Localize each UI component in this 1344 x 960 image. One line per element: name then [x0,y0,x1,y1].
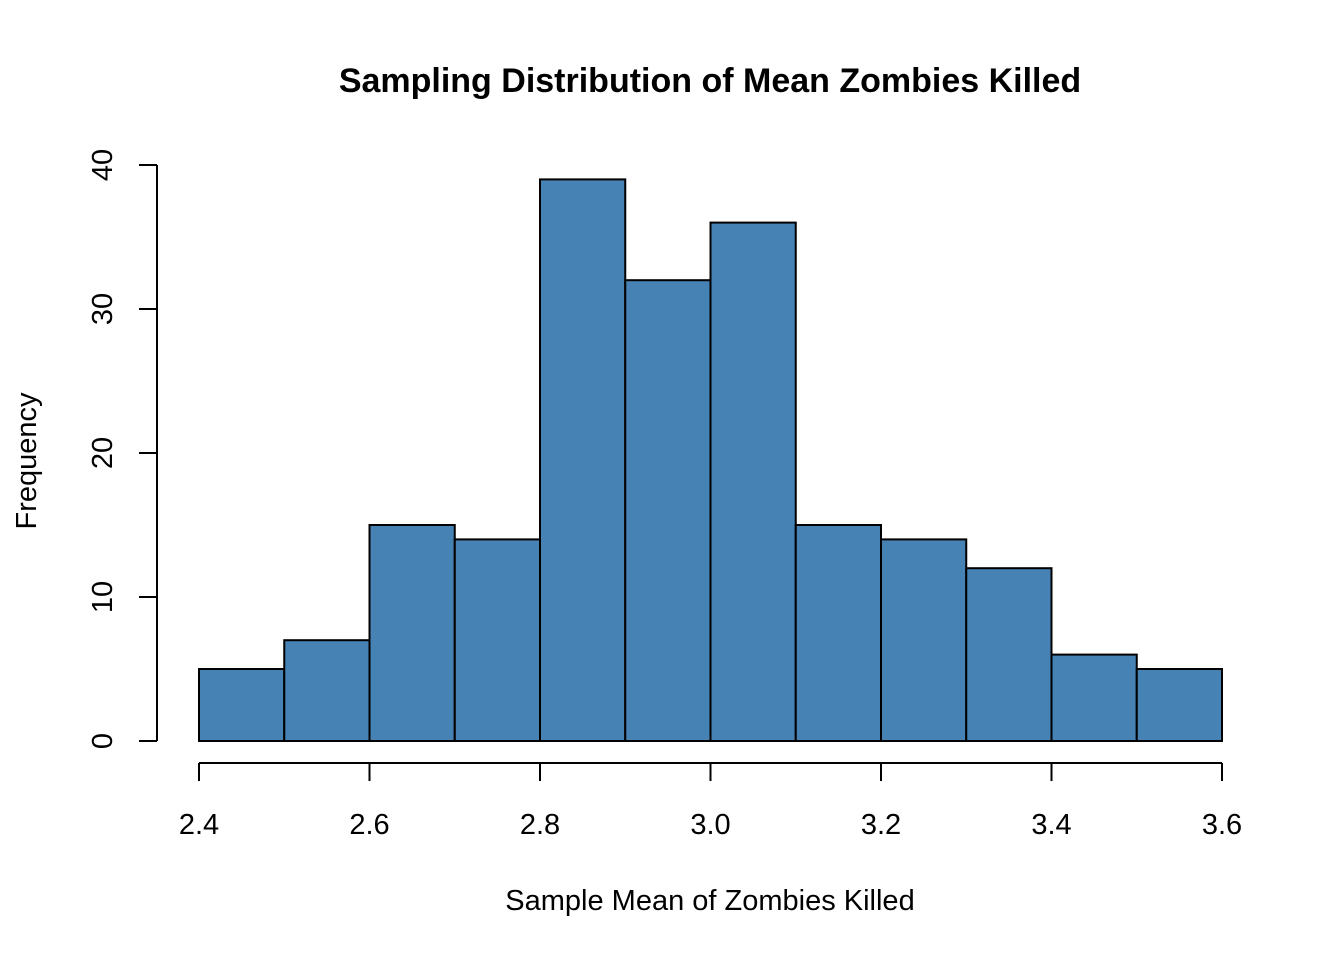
x-axis: 2.4 2.6 2.8 3.0 3.2 3.4 3.6 [179,762,1242,841]
histogram-bar-3 [453,538,541,743]
histogram-bar-6 [709,221,797,743]
histogram-bar-8 [880,538,968,743]
histogram-bar-0 [198,668,286,742]
x-tick-label-5: 3.4 [1031,809,1071,841]
histogram-bar-7 [794,524,882,742]
y-tick-label-2: 20 [87,437,119,469]
y-tick-label-1: 10 [87,581,119,613]
chart-title: Sampling Distribution of Mean Zombies Ki… [339,62,1081,100]
histogram-bar-11 [1135,668,1223,742]
x-tick-label-2: 2.8 [520,809,560,841]
histogram-bar-2 [368,524,456,742]
y-axis: 0 10 20 30 40 [87,149,158,749]
y-tick-label-3: 30 [87,293,119,325]
histogram-bar-10 [1050,653,1138,742]
bars-group [198,178,1223,743]
x-tick-label-6: 3.6 [1202,809,1242,841]
histogram-bar-4 [539,178,627,742]
x-tick-label-3: 3.0 [690,809,730,841]
x-tick-label-1: 2.6 [349,809,389,841]
y-axis-label: Frequency [11,392,43,530]
histogram-bar-1 [283,639,371,743]
x-tick-label-4: 3.2 [861,809,901,841]
histogram-bar-5 [624,279,712,742]
x-axis-label: Sample Mean of Zombies Killed [505,885,914,917]
y-tick-label-0: 0 [87,733,119,749]
y-tick-label-4: 40 [87,149,119,181]
x-tick-label-0: 2.4 [179,809,219,841]
histogram-bar-9 [965,567,1053,743]
